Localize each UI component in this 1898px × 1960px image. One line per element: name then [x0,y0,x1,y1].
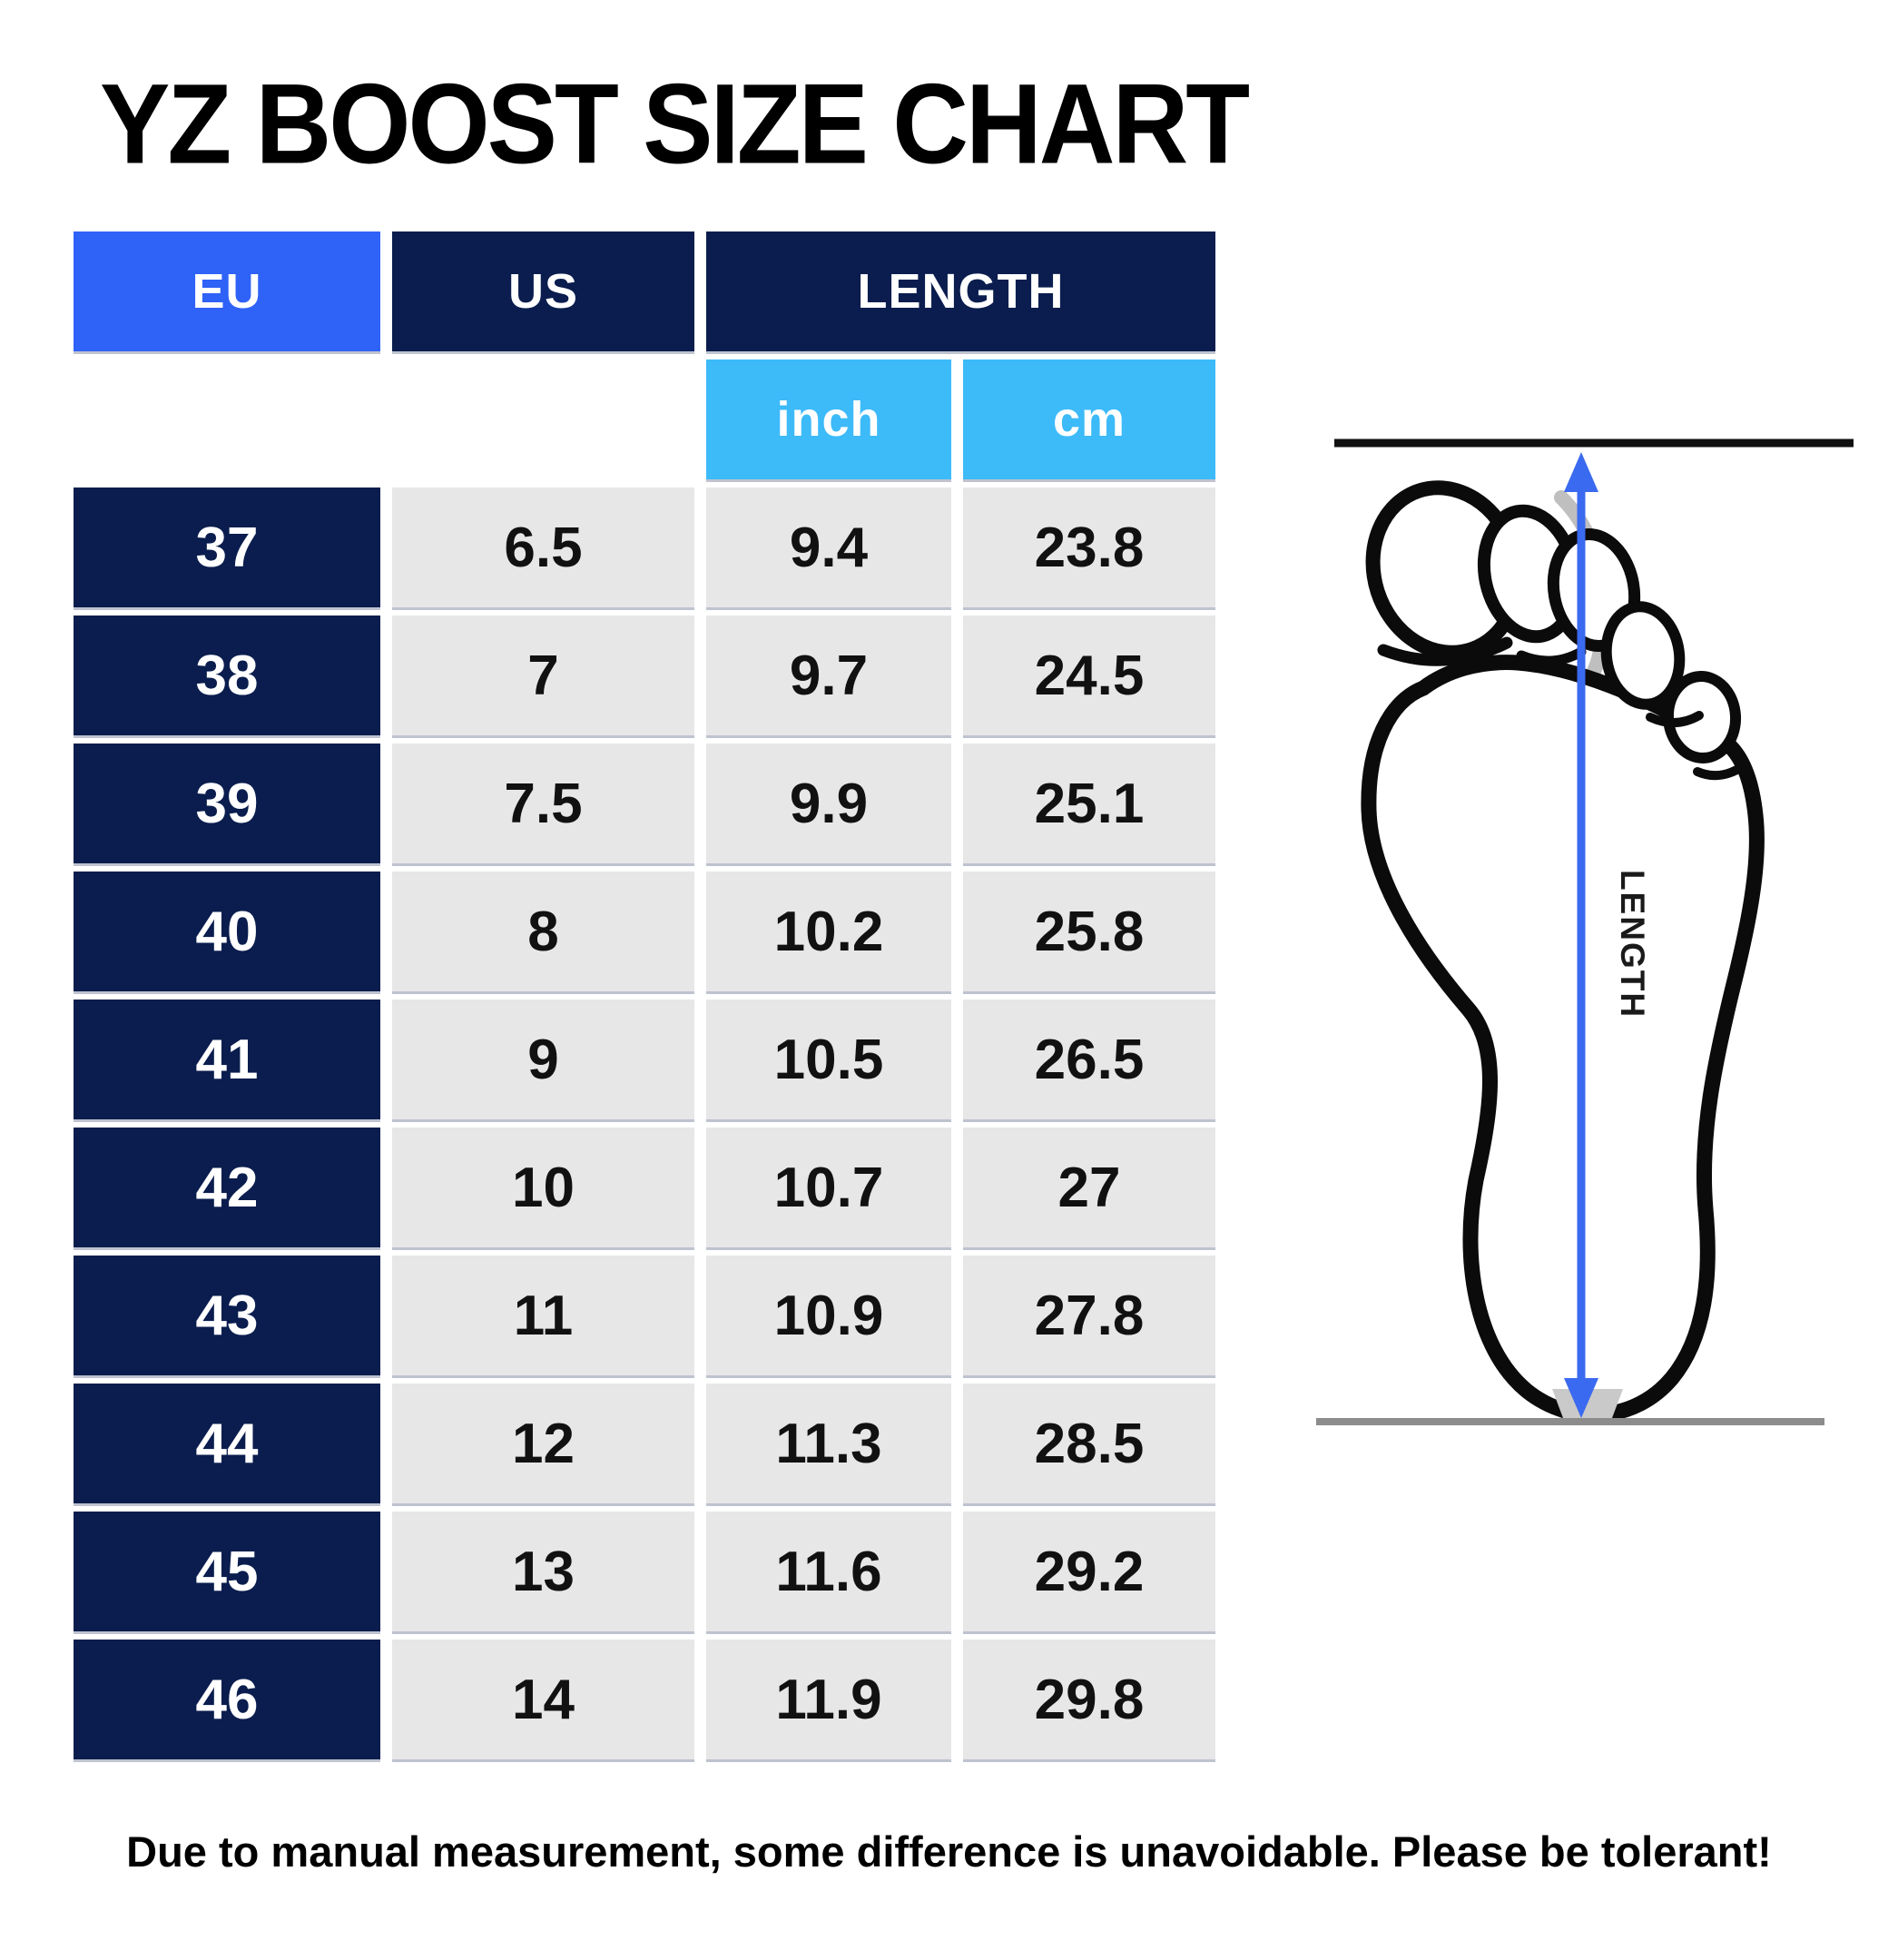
size-cell-cm: 29.2 [963,1512,1215,1631]
size-cell-cm: 28.5 [963,1384,1215,1503]
size-cell-cm: 29.8 [963,1640,1215,1759]
size-cell-eu: 44 [74,1384,380,1503]
size-cell-us: 14 [392,1640,694,1759]
size-cell-eu: 38 [74,616,380,735]
length-arrow-top-head [1564,452,1598,492]
heel-shading-accent [1552,1389,1623,1418]
size-cell-eu: 40 [74,872,380,991]
size-cell-inch: 10.7 [706,1128,951,1247]
size-cell-inch: 11.9 [706,1640,951,1759]
foot-length-diagram: LENGTH [1316,438,1854,1425]
size-cell-us: 10 [392,1128,694,1247]
size-cell-eu: 41 [74,1000,380,1119]
header-cm: cm [963,359,1215,479]
size-cell-cm: 27.8 [963,1256,1215,1375]
page-title: YZ BOOST SIZE CHART [100,60,1250,188]
size-cell-eu: 37 [74,488,380,607]
size-cell-inch: 11.6 [706,1512,951,1631]
length-label: LENGTH [1614,870,1651,1019]
size-cell-inch: 9.7 [706,616,951,735]
second-toe-crease [1516,646,1587,666]
size-cell-cm: 27 [963,1128,1215,1247]
size-cell-cm: 26.5 [963,1000,1215,1119]
size-cell-cm: 23.8 [963,488,1215,607]
header-inch: inch [706,359,951,479]
big-toe-crease [1377,636,1513,666]
footer-note: Due to manual measurement, some differen… [126,1827,1772,1876]
size-cell-us: 11 [392,1256,694,1375]
size-cell-eu: 39 [74,744,380,863]
size-cell-cm: 25.1 [963,744,1215,863]
header-us: US [392,231,694,351]
size-cell-inch: 10.2 [706,872,951,991]
size-cell-cm: 24.5 [963,616,1215,735]
size-cell-us: 6.5 [392,488,694,607]
size-cell-us: 13 [392,1512,694,1631]
header-eu: EU [74,231,380,351]
fourth-toe-icon [1600,601,1686,710]
size-cell-inch: 11.3 [706,1384,951,1503]
size-cell-us: 8 [392,872,694,991]
size-cell-inch: 9.4 [706,488,951,607]
size-cell-eu: 46 [74,1640,380,1759]
header-length: LENGTH [706,231,1215,351]
size-cell-inch: 10.9 [706,1256,951,1375]
size-cell-us: 12 [392,1384,694,1503]
size-cell-inch: 9.9 [706,744,951,863]
size-cell-inch: 10.5 [706,1000,951,1119]
size-cell-eu: 45 [74,1512,380,1631]
pinky-toe-crease [1693,763,1745,781]
size-cell-us: 9 [392,1000,694,1119]
size-cell-eu: 42 [74,1128,380,1247]
size-cell-eu: 43 [74,1256,380,1375]
size-table: EU US LENGTH inch cm 37 6.5 9.4 23.8 38 … [74,231,1215,1759]
size-cell-cm: 25.8 [963,872,1215,991]
length-arrow-bottom-head [1564,1378,1598,1418]
size-cell-us: 7.5 [392,744,694,863]
fourth-toe-crease [1646,711,1704,727]
size-cell-us: 7 [392,616,694,735]
